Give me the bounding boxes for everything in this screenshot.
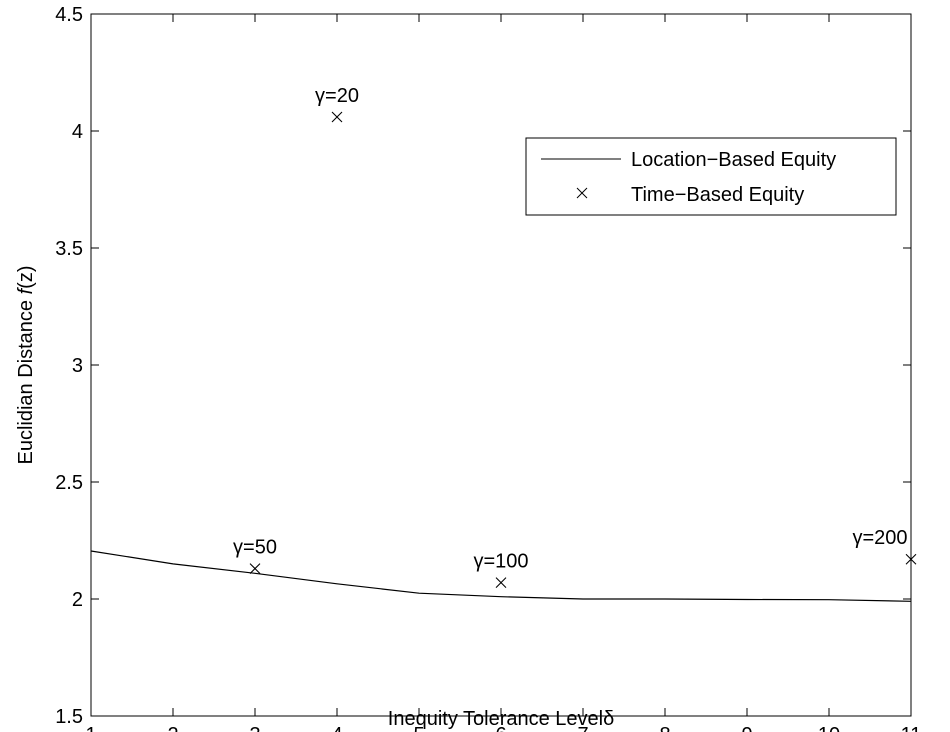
x-tick-label-10: 11 (901, 724, 922, 732)
gamma-label-3: γ=200 (852, 527, 907, 549)
y-tick-label-5: 4 (72, 121, 83, 143)
y-axis-label: Euclidian Distance f(z) (15, 266, 37, 465)
time-based-marker-2 (495, 577, 507, 589)
x-tick-label-5: 6 (495, 724, 506, 732)
series-layer (90, 111, 917, 602)
x-tick-label-8: 9 (741, 724, 752, 732)
x-tick-label-9: 10 (818, 724, 840, 732)
x-tick-label-1: 2 (167, 724, 178, 732)
x-tick-label-0: 1 (85, 724, 96, 732)
x-tick-label-3: 4 (331, 724, 342, 732)
plot-area (90, 13, 912, 717)
y-tick-label-6: 4.5 (55, 4, 83, 26)
y-axis-label-prefix: Euclidian Distance (15, 294, 37, 464)
time-based-marker-1 (331, 111, 343, 123)
y-tick-label-3: 3 (72, 355, 83, 377)
legend: Location−Based Equity Time−Based Equity (525, 137, 897, 216)
series-location-based-equity-line (90, 550, 912, 602)
gamma-label-1: γ=20 (315, 85, 359, 107)
gamma-label-2: γ=100 (473, 551, 528, 573)
time-based-marker-0 (249, 563, 261, 574)
y-tick-label-4: 3.5 (55, 238, 83, 260)
legend-box (525, 137, 897, 216)
x-axis-label: Inequity Tolerance Levelδ (388, 708, 614, 730)
y-tick-label-2: 2.5 (55, 472, 83, 494)
y-tick-label-0: 1.5 (55, 706, 83, 728)
legend-label-time: Time−Based Equity (631, 184, 804, 206)
annotations: γ=50 γ=20 γ=100 γ=200 (233, 85, 908, 573)
x-tick-label-2: 3 (249, 724, 260, 732)
legend-label-location: Location−Based Equity (631, 149, 836, 171)
tick-labels: 1 2 3 4 5 6 7 8 9 10 11 1.5 2 2.5 3 3.5 4 4.5 (55, 4, 921, 732)
ticks (90, 13, 912, 717)
x-tick-label-6: 7 (577, 724, 588, 732)
y-tick-label-1: 2 (72, 589, 83, 611)
y-axis-label-suffix: (z) (15, 266, 37, 289)
y-axis-label-func: f (15, 286, 37, 294)
time-based-marker-3 (905, 553, 917, 565)
x-tick-label-4: 5 (413, 724, 424, 732)
gamma-label-0: γ=50 (233, 537, 277, 559)
legend-x-swatch (576, 187, 588, 199)
x-tick-label-7: 8 (659, 724, 670, 732)
